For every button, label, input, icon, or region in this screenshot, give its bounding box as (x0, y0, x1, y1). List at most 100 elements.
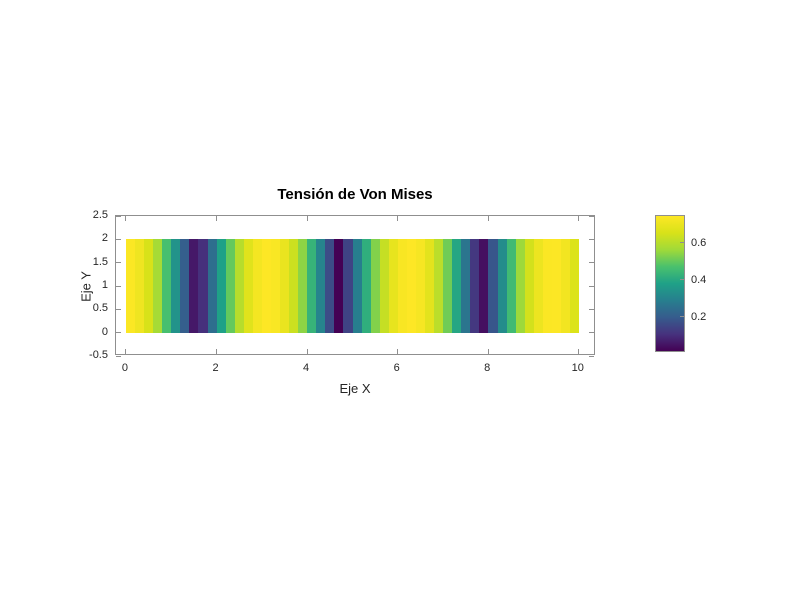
heatmap-stripe (307, 239, 317, 333)
colorbar-tick (680, 242, 684, 244)
heatmap-stripe (334, 239, 344, 333)
heatmap-stripe (207, 239, 217, 333)
heatmap-stripe (270, 239, 281, 333)
heatmap-stripe (153, 239, 163, 333)
heatmap-stripe (162, 239, 172, 333)
chart-title: Tensión de Von Mises (277, 186, 433, 203)
axis-tick (589, 285, 594, 287)
colorbar-tick-label: 0.6 (691, 236, 707, 249)
axis-tick (125, 216, 127, 221)
heatmap-stripe (352, 239, 362, 333)
heatmap-stripe (135, 239, 145, 333)
heatmap-stripe (280, 239, 290, 333)
heatmap-stripe (488, 239, 498, 333)
axis-tick (589, 355, 594, 357)
heatmap-stripe (198, 239, 208, 333)
plot-area (115, 215, 595, 357)
axis-tick (578, 349, 580, 354)
colorbar (655, 215, 685, 352)
heatmap-stripe (415, 239, 426, 333)
heatmap-stripe (443, 239, 453, 333)
heatmap-stripe (234, 239, 244, 333)
heatmap-stripe (542, 239, 552, 333)
x-tick-label: 6 (393, 362, 400, 374)
colorbar-tick-label: 0.2 (691, 310, 707, 323)
heatmap-stripe (298, 239, 308, 333)
axis-tick (116, 355, 121, 357)
heatmap-band (125, 239, 580, 333)
heatmap-stripe (524, 239, 534, 333)
heatmap-stripe (533, 239, 543, 333)
x-tick-label: 0 (121, 362, 129, 374)
x-tick-label: 8 (484, 362, 491, 374)
heatmap-stripe (252, 239, 262, 333)
y-tick-label: 0.5 (92, 302, 108, 315)
heatmap-stripe (560, 239, 571, 333)
heatmap-stripe (361, 239, 371, 333)
x-tick-label: 4 (303, 362, 310, 374)
axis-tick (116, 332, 121, 334)
x-tick-label: 2 (212, 362, 219, 374)
heatmap-stripe (379, 239, 389, 333)
y-tick-label: 1 (101, 279, 108, 291)
axis-tick (487, 349, 489, 354)
axis-tick (589, 332, 594, 334)
colorbar-tick-label: 0.4 (691, 273, 707, 286)
heatmap-stripe (261, 239, 271, 333)
heatmap-stripe (144, 239, 154, 333)
heatmap-stripe (243, 239, 253, 333)
x-tick-label: 10 (571, 362, 584, 374)
axis-tick (116, 285, 121, 287)
axis-tick (306, 216, 308, 221)
axis-tick (397, 216, 399, 221)
heatmap-stripe (479, 239, 489, 333)
heatmap-stripe (461, 239, 471, 333)
axis-tick (116, 238, 121, 240)
axis-tick (125, 349, 127, 354)
axis-tick (487, 216, 489, 221)
heatmap-stripe (470, 239, 480, 333)
heatmap-stripe (180, 239, 190, 333)
heatmap-stripe (434, 239, 444, 333)
axis-tick (216, 349, 218, 354)
y-tick-label: 2 (101, 232, 108, 245)
heatmap-stripe (452, 239, 462, 333)
heatmap-stripe (289, 239, 299, 333)
y-tick-label: -0.5 (89, 349, 108, 361)
axis-tick (589, 308, 594, 310)
x-axis-label: Eje X (339, 381, 371, 396)
heatmap-stripe (216, 239, 226, 333)
axis-tick (216, 216, 218, 221)
heatmap-stripe (515, 239, 525, 333)
axis-tick (589, 238, 594, 240)
axis-tick (578, 216, 580, 221)
heatmap-stripe (506, 239, 516, 333)
heatmap-stripe (406, 239, 416, 333)
axis-tick (589, 215, 594, 217)
heatmap-stripe (425, 239, 435, 333)
axis-tick (397, 349, 399, 354)
heatmap-stripe (316, 239, 326, 333)
y-tick-label: 2.5 (92, 209, 108, 221)
axis-tick (116, 308, 121, 310)
axis-tick (116, 262, 121, 264)
colorbar-tick (680, 279, 684, 281)
heatmap-stripe (497, 239, 507, 333)
axis-tick (306, 349, 308, 354)
heatmap-stripe (397, 239, 407, 333)
heatmap-stripe (189, 239, 199, 333)
colorbar-tick (680, 316, 684, 318)
axis-tick (589, 262, 594, 264)
heatmap-stripe (125, 239, 136, 333)
heatmap-stripe (570, 239, 580, 333)
heatmap-stripe (171, 239, 181, 333)
heatmap-stripe (225, 239, 235, 333)
heatmap-stripe (551, 239, 561, 333)
heatmap-stripe (388, 239, 398, 333)
heatmap-stripe (325, 239, 335, 333)
heatmap-stripe (343, 239, 353, 333)
axis-tick (116, 215, 121, 217)
heatmap-stripe (370, 239, 380, 333)
y-tick-label: 1.5 (92, 255, 108, 268)
